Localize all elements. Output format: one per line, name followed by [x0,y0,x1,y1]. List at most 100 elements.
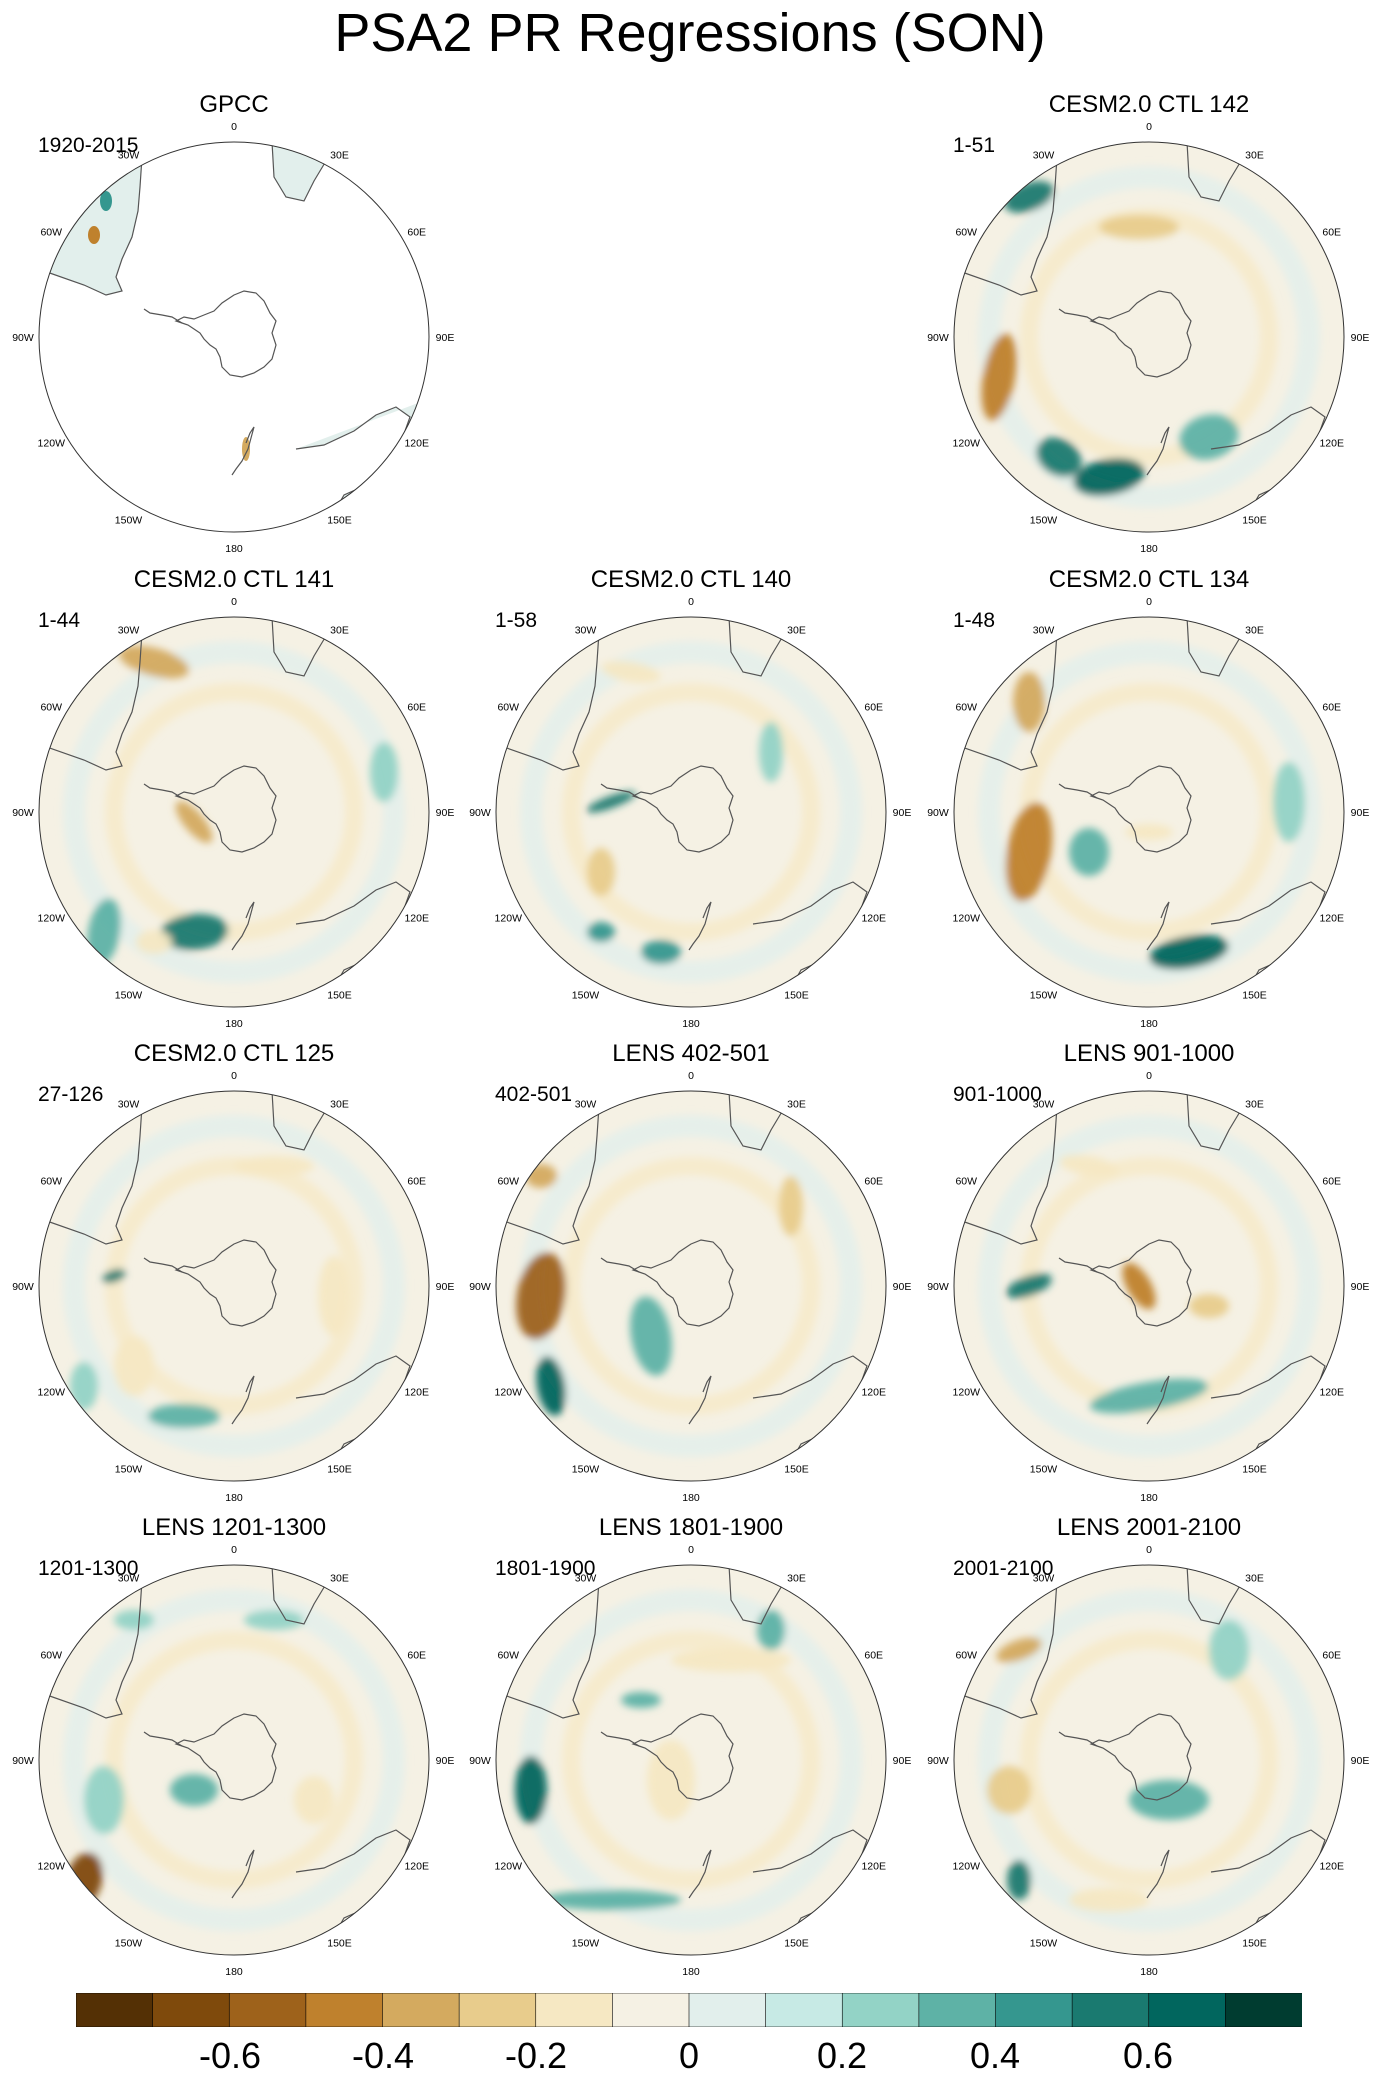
polar-map: 0 30E 60E 90E 120E 150E 180 150W 120W 90W 60W 30W [469,1544,911,1978]
longitude-label: 0 [231,1070,237,1082]
regression-anomaly [1179,414,1239,460]
south-america-coastline [43,156,143,296]
longitude-label: 150W [1030,515,1058,527]
longitude-label: 60E [407,1650,426,1662]
longitude-label: 120W [38,913,66,925]
africa-coastline [728,1565,784,1625]
longitude-label: 180 [682,1966,700,1978]
regression-band [63,1115,405,1457]
south-america-coastline [43,631,143,771]
longitude-label: 150E [784,1464,809,1476]
longitude-label: 120E [861,1861,886,1873]
longitude-label: 120W [495,1387,523,1399]
longitude-label: 30E [787,1098,806,1110]
regression-band [562,1157,820,1415]
longitude-label: 90W [469,1755,491,1767]
longitude-label: 150W [115,515,143,527]
longitude-label: 60E [864,1650,883,1662]
africa-coastline [728,617,784,677]
longitude-label: 180 [225,1966,243,1978]
regression-band [105,683,363,941]
africa-coastline [271,1091,327,1151]
longitude-label: 120E [861,913,886,925]
regression-anomaly [996,1637,1042,1663]
regression-anomaly [671,1648,791,1672]
longitude-label: 60E [407,227,426,239]
longitude-label: 150E [327,515,352,527]
south-america-coastline [500,1579,600,1719]
longitude-label: 60W [497,1650,519,1662]
map-boundary [953,141,1345,533]
regression-anomaly [1089,1378,1209,1414]
africa-coastline [1186,1091,1242,1151]
longitude-label: 60E [407,1176,426,1188]
new-zealand-coastline [1146,901,1170,951]
regression-anomaly [516,1252,566,1340]
longitude-label: 30E [1245,149,1264,161]
south-america-coastline [43,1105,143,1245]
regression-anomaly [318,1256,350,1336]
longitude-label: 180 [1140,1018,1158,1030]
regression-anomaly [1209,1620,1249,1680]
longitude-label: 30W [575,1098,597,1110]
regression-anomaly [987,1766,1031,1814]
new-zealand-coastline [688,1375,712,1425]
new-zealand-coastline [231,426,255,476]
map-boundary [953,1090,1345,1482]
regression-anomaly [1069,828,1109,876]
longitude-label: 90E [1351,1755,1370,1767]
regression-anomaly [114,1336,154,1396]
longitude-label: 90E [1351,807,1370,819]
map-boundary [495,616,887,1008]
colorbar-box [765,1993,844,2027]
regression-anomaly [601,660,661,684]
regression-anomaly [1005,802,1053,902]
longitude-label: 60E [1322,702,1341,714]
longitude-label: 60W [497,702,519,714]
polar-map: 0 30E 60E 90E 120E 150E 180 150W 120W 90W 60W 30W [12,1070,454,1504]
longitude-label: 30W [1033,624,1055,636]
regression-anomaly [1129,1780,1209,1820]
longitude-label: 120W [495,1861,523,1873]
figure-title: PSA2 PR Regressions (SON) [334,3,1046,63]
longitude-label: 90W [927,1755,949,1767]
regression-anomaly [119,645,189,679]
regression-band [978,641,1320,983]
regression-anomaly [536,1356,566,1416]
africa-coastline [271,142,327,202]
longitude-label: 60W [955,1650,977,1662]
panel-title: CESM2.0 CTL 125 [133,1040,335,1067]
longitude-label: 150W [572,990,600,1002]
panel-title: LENS 901-1000 [1063,1040,1235,1067]
longitude-label: 150E [327,990,352,1002]
colorbar-label: -0.4 [351,2035,415,2076]
regression-anomaly [70,1362,98,1410]
antarctic-peninsula-coastline [1058,783,1098,799]
regression-band [562,1631,820,1889]
longitude-label: 120W [953,1387,981,1399]
longitude-label: 90W [469,807,491,819]
longitude-label: 30W [1033,1098,1055,1110]
regression-anomaly [647,1740,695,1820]
panel-title: CESM2.0 CTL 142 [1048,91,1250,118]
longitude-label: 0 [231,596,237,608]
antarctica-coastline [631,1713,734,1801]
longitude-label: 30E [787,624,806,636]
new-zealand-coastline [1146,1849,1170,1899]
map-boundary [953,616,1345,1008]
longitude-label: 30W [118,149,140,161]
new-zealand-coastline [231,1849,255,1899]
regression-band [63,641,405,983]
regression-anomaly [587,848,615,896]
longitude-label: 150E [1242,1464,1267,1476]
longitude-label: 0 [688,1544,694,1556]
longitude-label: 30E [1245,624,1264,636]
panel-title: CESM2.0 CTL 134 [1048,566,1250,593]
regression-anomaly [621,1692,661,1708]
polar-map: 0 30E 60E 90E 120E 150E 180 150W 120W 90W 60W 30W [927,1544,1370,1978]
longitude-label: 90E [1351,1281,1370,1293]
longitude-label: 90E [893,807,912,819]
polar-map: 0 30E 60E 90E 120E 150E 180 150W 120W 90W 60W 30W [12,1544,454,1978]
regression-anomaly [1122,1262,1156,1310]
longitude-label: 120E [861,1387,886,1399]
